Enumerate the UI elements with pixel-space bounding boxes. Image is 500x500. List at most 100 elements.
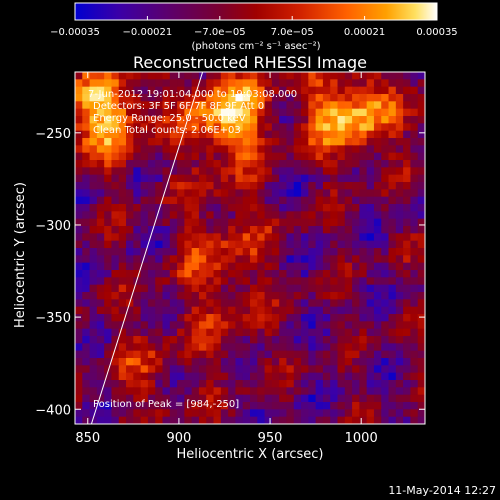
heatmap-cell xyxy=(344,204,353,212)
heatmap-cell xyxy=(104,145,112,154)
heatmap-cell xyxy=(177,277,185,286)
heatmap-cell xyxy=(337,145,346,154)
heatmap-cell xyxy=(184,86,193,95)
heatmap-cell xyxy=(75,204,83,212)
heatmap-cell xyxy=(82,270,91,278)
heatmap-cell xyxy=(162,284,171,293)
heatmap-cell xyxy=(206,94,215,102)
heatmap-cell xyxy=(322,262,331,271)
heatmap-cell xyxy=(257,365,266,374)
heatmap-cell xyxy=(250,402,258,410)
heatmap-cell xyxy=(140,248,149,256)
heatmap-cell xyxy=(96,72,105,80)
heatmap-cell xyxy=(213,350,222,359)
heatmap-cell xyxy=(257,116,266,124)
heatmap-cell xyxy=(359,211,368,220)
heatmap-cell xyxy=(373,350,382,359)
heatmap-cell xyxy=(330,167,338,176)
heatmap-cell xyxy=(184,270,193,278)
heatmap-cell xyxy=(352,328,360,337)
heatmap-cell xyxy=(359,145,368,154)
heatmap-cell xyxy=(75,343,83,352)
heatmap-cell xyxy=(264,314,273,322)
heatmap-cell xyxy=(417,189,425,198)
heatmap-cell xyxy=(242,277,251,286)
heatmap-cell xyxy=(352,262,360,271)
heatmap-cell xyxy=(250,328,258,337)
heatmap-cell xyxy=(359,270,368,278)
heatmap-cell xyxy=(417,152,425,161)
heatmap-cell xyxy=(147,328,156,337)
heatmap-cell xyxy=(257,328,266,337)
heatmap-cell xyxy=(250,416,258,424)
heatmap-cell xyxy=(286,255,295,264)
heatmap-cell xyxy=(315,94,324,102)
heatmap-cell xyxy=(286,343,295,352)
heatmap-cell xyxy=(344,182,353,190)
heatmap-cell xyxy=(213,328,222,337)
heatmap-cell xyxy=(82,233,91,242)
heatmap-cell xyxy=(352,86,360,95)
heatmap-cell xyxy=(308,94,317,102)
heatmap-cell xyxy=(344,167,353,176)
heatmap-cell xyxy=(169,416,178,424)
heatmap-cell xyxy=(198,314,207,322)
heatmap-cell xyxy=(191,409,200,418)
heatmap-cell xyxy=(286,226,295,234)
heatmap-cell xyxy=(373,284,382,293)
heatmap-cell xyxy=(220,226,229,234)
heatmap-cell xyxy=(366,409,375,418)
heatmap-cell xyxy=(344,402,353,410)
heatmap-cell xyxy=(293,394,302,403)
heatmap-cell xyxy=(235,108,244,117)
heatmap-cell xyxy=(184,160,193,168)
heatmap-cell xyxy=(344,218,353,227)
heatmap-cell xyxy=(315,116,324,124)
heatmap-cell xyxy=(118,358,127,366)
heatmap-cell xyxy=(82,402,91,410)
heatmap-cell xyxy=(89,130,98,139)
heatmap-cell xyxy=(162,116,171,124)
heatmap-cell xyxy=(257,306,266,315)
heatmap-cell xyxy=(410,174,419,183)
heatmap-cell xyxy=(257,86,266,95)
heatmap-cell xyxy=(395,152,404,161)
heatmap-cell xyxy=(264,130,273,139)
heatmap-cell xyxy=(162,226,171,234)
heatmap-cell xyxy=(344,358,353,366)
heatmap-cell xyxy=(250,233,258,242)
heatmap-cell xyxy=(126,336,134,344)
heatmap-cell xyxy=(388,365,397,374)
heatmap-cell xyxy=(162,292,171,300)
heatmap-cell xyxy=(89,336,98,344)
heatmap-cell xyxy=(75,101,83,110)
heatmap-cell xyxy=(337,372,346,381)
heatmap-cell xyxy=(191,328,200,337)
heatmap-cell xyxy=(169,255,178,264)
heatmap-cell xyxy=(250,72,258,80)
heatmap-cell xyxy=(373,182,382,190)
heatmap-cell xyxy=(155,350,163,359)
heatmap-cell xyxy=(147,182,156,190)
heatmap-cell xyxy=(366,277,375,286)
heatmap-cell xyxy=(177,240,185,249)
heatmap-cell xyxy=(315,394,324,403)
heatmap-cell xyxy=(228,292,236,300)
heatmap-cell xyxy=(126,343,134,352)
heatmap-cell xyxy=(104,123,112,132)
heatmap-cell xyxy=(403,416,411,424)
heatmap-cell xyxy=(388,262,397,271)
heatmap-cell xyxy=(111,372,120,381)
heatmap-cell xyxy=(126,380,134,388)
heatmap-cell xyxy=(286,174,295,183)
heatmap-cell xyxy=(111,189,120,198)
heatmap-cell xyxy=(264,409,273,418)
heatmap-cell xyxy=(279,218,287,227)
heatmap-cell xyxy=(337,380,346,388)
heatmap-cell xyxy=(104,182,112,190)
heatmap-cell xyxy=(184,138,193,146)
heatmap-cell xyxy=(104,108,112,117)
heatmap-cell xyxy=(410,262,419,271)
heatmap-cell xyxy=(118,138,127,146)
time-range-label: 7-Jun-2012 19:01:04.000 to 19:03:08.000 xyxy=(88,89,297,100)
